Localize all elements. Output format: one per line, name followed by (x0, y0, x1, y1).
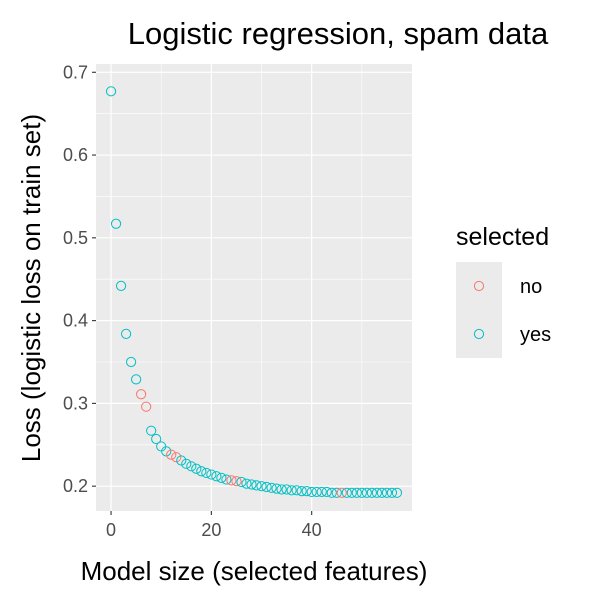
data-point-yes (331, 487, 342, 498)
data-point-yes (311, 486, 322, 498)
data-point-yes (206, 469, 217, 480)
data-point-yes (120, 328, 132, 339)
data-point-no (141, 401, 152, 412)
data-point-no (226, 475, 237, 486)
data-point-yes (256, 481, 267, 492)
data-point-yes (376, 487, 388, 498)
data-point-yes (261, 481, 272, 493)
y-tick-label: 0.6 (63, 145, 88, 165)
data-point-yes (191, 463, 202, 474)
grid-lines (96, 64, 412, 511)
data-point-yes (351, 487, 362, 498)
data-points (105, 86, 403, 498)
x-tick-label: 40 (302, 520, 322, 540)
data-point-yes (266, 482, 277, 493)
data-point-yes (371, 487, 382, 498)
data-point-yes (321, 486, 332, 498)
data-point-yes (176, 455, 187, 466)
data-point-yes (246, 479, 257, 490)
data-point-yes (216, 472, 227, 483)
data-point-yes (306, 486, 317, 498)
legend-title: selected (456, 223, 549, 251)
data-point-yes (181, 458, 192, 469)
data-point-no (171, 452, 182, 463)
data-point-yes (361, 487, 372, 498)
y-tick-label: 0.3 (63, 393, 88, 413)
legend-entries: no yes (473, 276, 551, 346)
data-point-yes (381, 487, 393, 498)
data-point-yes (326, 487, 337, 498)
data-point-yes (276, 484, 287, 495)
data-point-yes (126, 356, 137, 368)
y-tick-label: 0.2 (63, 476, 88, 496)
data-point-yes (110, 218, 122, 229)
data-point-yes (316, 486, 327, 498)
data-point-yes (151, 433, 162, 445)
plot-panel (96, 64, 412, 511)
legend-label-yes: yes (520, 324, 551, 346)
data-point-yes (201, 467, 212, 479)
data-point-yes (386, 487, 398, 498)
data-point-yes (211, 471, 222, 482)
data-point-no (336, 487, 347, 498)
data-point-yes (341, 487, 352, 498)
data-point-yes (241, 478, 252, 489)
data-point-yes (221, 474, 232, 485)
data-point-yes (281, 484, 292, 495)
data-point-no (231, 476, 242, 487)
legend-label-no: no (520, 276, 542, 298)
data-point-yes (251, 480, 262, 491)
data-point-yes (301, 486, 312, 497)
legend-key-background (456, 262, 502, 358)
data-point-yes (186, 461, 197, 472)
y-tick-label: 0.5 (63, 228, 88, 248)
data-point-yes (105, 86, 117, 97)
data-point-yes (346, 487, 357, 498)
data-point-yes (236, 476, 247, 488)
data-point-yes (286, 485, 297, 496)
y-axis-title: Loss (logistic loss on train set) (16, 114, 46, 462)
legend: selected no yes (456, 223, 551, 358)
data-point-yes (196, 466, 207, 477)
chart-title: Logistic regression, spam data (128, 16, 549, 51)
axis-ticks: 0 20 40 0.2 0.3 0.4 0.5 0.6 0.7 (63, 62, 322, 540)
data-point-yes (271, 483, 282, 494)
legend-key-no (473, 280, 485, 292)
data-point-yes (146, 425, 157, 436)
x-tick-label: 0 (106, 520, 116, 540)
y-tick-label: 0.7 (63, 62, 88, 82)
data-point-yes (161, 446, 172, 457)
legend-key-yes (473, 328, 485, 340)
data-point-yes (366, 487, 377, 498)
data-point-yes (131, 374, 142, 385)
y-tick-label: 0.4 (63, 311, 88, 331)
data-point-yes (356, 487, 367, 498)
data-point-no (166, 449, 177, 460)
data-point-yes (291, 485, 302, 496)
data-point-yes (115, 280, 127, 291)
data-point-no (136, 389, 147, 400)
data-point-yes (296, 486, 307, 497)
x-tick-label: 20 (201, 520, 221, 540)
data-point-yes (391, 487, 403, 498)
x-axis-title: Model size (selected features) (81, 556, 428, 586)
